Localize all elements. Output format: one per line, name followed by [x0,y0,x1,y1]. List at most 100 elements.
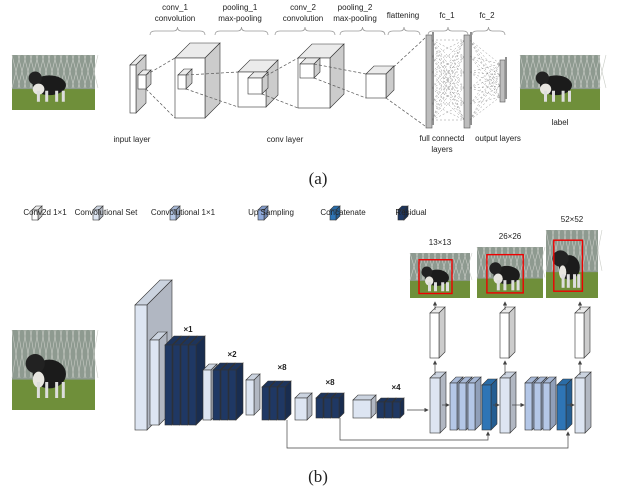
block-front [138,75,146,89]
dog-leg [573,274,576,288]
block-front [500,313,509,358]
block-front [468,383,475,430]
dog-head [552,250,568,266]
dog-leg [55,382,58,398]
block-side [491,379,497,430]
label: ×1 [183,325,193,334]
label: ×2 [227,350,237,359]
connector [470,56,500,75]
label: label [552,118,569,127]
dog-leg [497,280,500,290]
connector [470,40,500,64]
dog-leg [552,91,555,102]
label: 26×26 [499,232,522,241]
label: Concatenate [320,208,366,217]
block-front [270,387,277,420]
dog-leg [568,91,571,102]
label: Conv2d 1×1 [23,208,67,217]
dog-leg [441,282,444,291]
dog-head [489,262,501,274]
label: conv layer [267,135,304,144]
block-front [248,78,262,94]
fc-bar-edge [470,32,472,125]
label: fc_2 [479,11,495,20]
block-front [213,370,220,420]
dog-leg [45,91,48,102]
brace [215,27,268,35]
label: conv_2 [290,3,316,12]
brace [340,27,385,35]
label: max-pooling [333,14,377,23]
connector [470,40,500,97]
block-front [557,385,566,430]
dog-leg [503,280,506,290]
residual [189,336,205,425]
block-front [135,305,147,430]
fc-bar [464,35,470,128]
block-side [236,363,243,420]
block-front [181,345,188,425]
block-front [500,378,510,433]
label: ×8 [325,378,335,387]
block-side [550,377,556,430]
label: pooling_1 [223,3,258,12]
pool2-volume [366,66,394,98]
block-side [585,372,591,433]
brace [275,27,335,35]
block-front [534,383,541,430]
block-front [430,313,439,358]
input-image [12,330,98,410]
dog-leg [45,382,48,398]
brace [388,27,420,35]
residual [278,381,291,420]
label: (b) [308,467,328,486]
block-front [332,398,339,418]
label: max-pooling [218,14,262,23]
conv-set [575,372,591,433]
dog-leg [434,282,437,291]
block-front [543,383,550,430]
dog-leg [567,274,570,288]
block-front [450,383,457,430]
block-front [165,345,172,425]
fc-bar-edge [432,32,434,125]
connector [386,38,425,74]
label: conv_1 [162,3,188,12]
block-side [510,372,516,433]
figure: conv_1 convolution pooling_1 max-pooling con… [0,0,636,495]
brace [472,27,505,35]
label: 13×13 [429,238,452,247]
label: fc_1 [439,11,455,20]
residual [393,398,404,418]
block [246,374,260,415]
output-conv [500,307,515,358]
conv-set [430,372,446,433]
label: Convolutional 1×1 [151,208,216,217]
output-conv [575,307,590,358]
dog-head [26,354,45,373]
dog-leg [517,280,520,290]
block-side [307,393,312,420]
block-front [377,402,384,418]
block-front [246,380,254,415]
label: Up Sampling [248,208,294,217]
dog-leg [428,282,431,291]
label: layers [431,145,452,154]
label: Convolutional Set [75,208,138,217]
input-image [12,55,98,110]
dog-head [421,267,432,278]
block [353,395,376,418]
connector [470,40,500,75]
block-front [385,402,392,418]
block-side [440,372,446,433]
block-front [262,387,269,420]
label: ×4 [391,383,401,392]
connector [470,86,500,104]
connector [470,64,500,88]
block-front [229,370,236,420]
dog-leg [544,91,547,102]
block-side [254,374,260,415]
label: Residual [395,208,426,217]
dog-leg [446,282,449,291]
label: convolution [283,14,323,23]
